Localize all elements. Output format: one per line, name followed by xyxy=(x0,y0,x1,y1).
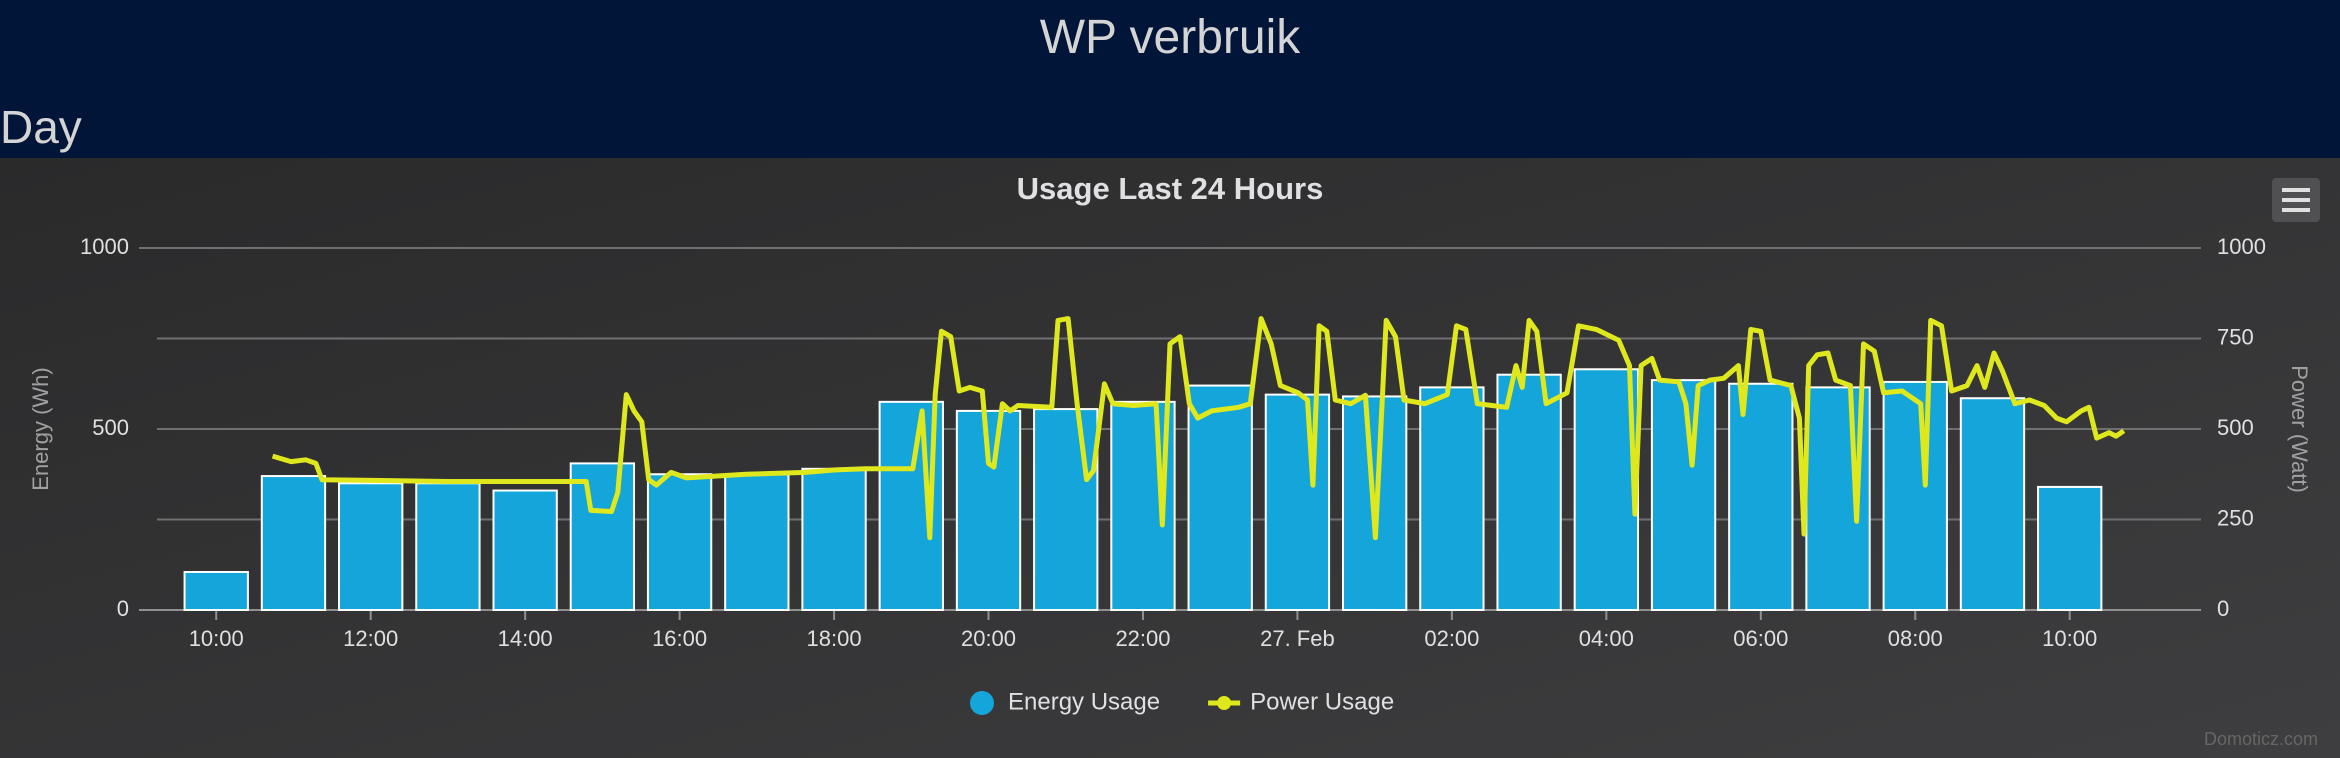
bar xyxy=(1341,395,1408,611)
y-tick-label: 0 xyxy=(117,596,129,621)
x-tick-label: 22:00 xyxy=(1115,626,1170,651)
y2-tick-label: 1000 xyxy=(2217,234,2266,259)
x-tick-label: 27. Feb xyxy=(1260,626,1335,651)
bar xyxy=(338,482,404,611)
y2-axis-title: Power (Watt) xyxy=(2287,365,2312,493)
chart-title: Usage Last 24 Hours xyxy=(1017,171,1324,206)
x-tick-label: 14:00 xyxy=(498,626,553,651)
bar xyxy=(1728,382,1794,611)
bar xyxy=(1419,386,1485,611)
y2-tick-label: 750 xyxy=(2217,324,2254,349)
bar xyxy=(1959,397,2026,611)
chart: Usage Last 24 Hours Domoticz.com 0 250 500… xyxy=(0,158,2340,758)
bar xyxy=(260,475,327,611)
bar xyxy=(1187,384,1253,611)
bar xyxy=(801,467,867,611)
legend-symbol xyxy=(1217,696,1232,710)
x-tick-label: 02:00 xyxy=(1424,626,1479,651)
legend-item[interactable]: Energy Usage xyxy=(970,688,1160,715)
x-tick-label: 12:00 xyxy=(343,626,398,651)
line xyxy=(271,316,2126,541)
legend-label: Power Usage xyxy=(1250,688,1394,715)
bar xyxy=(1033,408,1099,611)
y2-tick-label: 0 xyxy=(2217,596,2229,621)
bar xyxy=(1496,373,1562,611)
bar xyxy=(183,570,249,611)
x-tick-label: 16:00 xyxy=(652,626,707,651)
x-tick-label: 06:00 xyxy=(1733,626,1788,651)
credits: Domoticz.com xyxy=(2204,729,2318,749)
y2-tick-label: 500 xyxy=(2217,415,2254,440)
header: WP verbruik Day xyxy=(0,0,2340,158)
y-tick-label: 1000 xyxy=(80,234,129,259)
bar xyxy=(1264,393,1331,611)
x-tick-label: 18:00 xyxy=(807,626,862,651)
bar xyxy=(415,482,481,611)
legend-symbol xyxy=(970,691,994,715)
bar xyxy=(569,462,636,612)
bar xyxy=(1650,379,1717,611)
y-tick-label: 500 xyxy=(92,415,129,440)
menu-button[interactable] xyxy=(2272,178,2320,222)
bar xyxy=(1882,380,1948,611)
x-tick-label: 10:00 xyxy=(2042,626,2097,651)
legend-item[interactable]: Power Usage xyxy=(1208,688,1394,715)
page-title: WP verbruik xyxy=(1039,11,1301,64)
bar xyxy=(646,473,713,611)
y-axis-title: Energy (Wh) xyxy=(28,367,53,490)
bar xyxy=(724,473,790,611)
x-tick-label: 08:00 xyxy=(1888,626,1943,651)
bar xyxy=(1573,368,1640,611)
y2-tick-label: 250 xyxy=(2217,505,2254,530)
legend-label: Energy Usage xyxy=(1008,688,1160,715)
section-title: Day xyxy=(0,101,82,153)
x-tick-label: 04:00 xyxy=(1579,626,1634,651)
bar xyxy=(2037,485,2103,612)
x-tick-label: 10:00 xyxy=(189,626,244,651)
bar xyxy=(492,489,558,612)
x-tick-label: 20:00 xyxy=(961,626,1016,651)
